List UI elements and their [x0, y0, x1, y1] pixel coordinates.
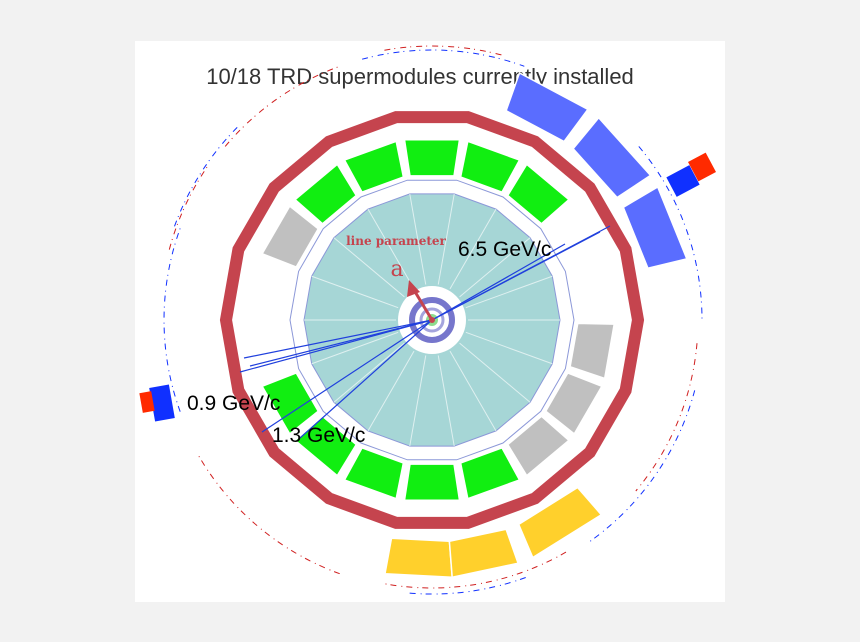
outer-hit-arc	[163, 228, 181, 412]
trd-supermodule-empty	[569, 323, 615, 379]
tpc-spoke	[409, 355, 427, 447]
trd-supermodule-installed	[404, 463, 460, 501]
outer-blue-module	[622, 185, 688, 270]
trd-supermodule-installed	[294, 415, 357, 477]
outer-yellow-modules	[384, 486, 603, 579]
outer-blue-module	[505, 71, 589, 143]
its-outer-ring	[409, 297, 455, 343]
trd-supermodule-installed	[294, 163, 357, 225]
tpc-spoke	[437, 193, 455, 285]
line-parameter-label: line parameter	[346, 234, 446, 248]
tpc-spoke	[333, 237, 405, 298]
trd-supermodule-installed	[261, 372, 319, 435]
trd-supermodule-empty	[261, 205, 319, 268]
vertex-arrow-head	[407, 280, 420, 297]
right-red-marker	[688, 152, 716, 182]
trd-supermodules	[261, 139, 615, 501]
track-1.3-b	[299, 319, 433, 439]
outer-yellow-module	[448, 528, 520, 579]
outer-hit-arcs	[163, 45, 703, 595]
tpc-spoke	[459, 342, 531, 403]
tpc-spoke	[449, 208, 497, 290]
tracks	[239, 225, 611, 439]
tpc-spoke	[409, 193, 427, 285]
right-edge-marker	[666, 152, 716, 197]
outer-yellow-module	[384, 537, 454, 578]
track-1.3-a	[261, 319, 433, 433]
tpc-spoke	[437, 355, 455, 447]
track-6.5-lower	[431, 243, 566, 321]
trd-supermodule-installed	[507, 163, 570, 225]
trd-supermodule-empty	[507, 415, 570, 477]
track-6.5-middle	[431, 231, 601, 321]
trd-supermodule-installed	[460, 447, 520, 500]
track-0.9-a	[243, 319, 433, 359]
vertex-point	[429, 317, 435, 323]
tpc-spoke	[465, 275, 553, 309]
momentum-label-1.3: 1.3 GeV/c	[272, 424, 365, 447]
diagram-title: 10/18 TRD supermodules currently install…	[206, 64, 634, 89]
outer-blue-module	[572, 116, 652, 199]
outer-blue-modules	[505, 71, 688, 270]
its-inner-ring	[419, 307, 445, 333]
trd-supermodule-installed	[344, 447, 404, 500]
outer-ring	[219, 111, 645, 529]
tpc-spoke	[465, 331, 553, 365]
tpc-spoke	[367, 350, 415, 432]
vertex-arrow	[407, 280, 435, 323]
trd-supermodule-empty	[545, 372, 603, 435]
momentum-label-0.9: 0.9 GeV/c	[187, 392, 280, 415]
outer-hit-arc	[361, 49, 525, 67]
left-blue-marker	[149, 384, 175, 422]
vertex-arrow-shaft	[412, 289, 434, 321]
tpc-sector-spokes	[304, 193, 560, 447]
trd-supermodule-installed	[344, 140, 404, 193]
trd-supermodule-installed	[460, 140, 520, 193]
tpc-spoke	[459, 237, 531, 298]
trd-supermodule-installed	[404, 139, 460, 177]
momentum-label-6.5: 6.5 GeV/c	[458, 238, 551, 261]
outer-hit-arc	[635, 343, 698, 492]
tpc-spoke	[367, 208, 415, 290]
left-edge-marker	[139, 384, 175, 422]
outer-yellow-module	[517, 486, 603, 559]
param-symbol: a	[390, 257, 403, 282]
tpc-outer-boundary	[289, 179, 575, 461]
right-blue-marker	[666, 165, 700, 197]
track-0.9-c	[239, 319, 433, 373]
tpc-spoke	[311, 331, 399, 365]
tpc-spoke	[449, 350, 497, 432]
outer-hit-arc	[385, 551, 567, 589]
tpc-spoke	[311, 275, 399, 309]
left-red-marker	[139, 391, 155, 413]
tpc-spoke	[333, 342, 405, 403]
